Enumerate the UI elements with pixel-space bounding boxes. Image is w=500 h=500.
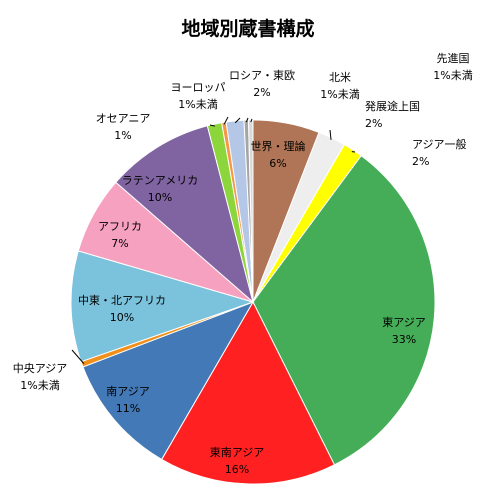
pie-slice-4 — [160, 300, 336, 485]
slice-value-label: 11% — [116, 402, 140, 415]
slice-label-11: ヨーロッパ 1%未満 — [171, 81, 226, 111]
slice-labels: 世界・理論 6% 発展途上国 2% アジア一般 2% 東アジア 33% 東南アジア 16% 南アジア… — [13, 52, 473, 476]
leader-line-12 — [234, 117, 241, 124]
slice-value-label: 7% — [111, 237, 128, 250]
slice-value-label: 1%未満 — [178, 98, 217, 111]
slice-category-label: 先進国 — [437, 52, 470, 65]
slice-label-13: 北米 1%未満 — [320, 71, 359, 101]
slice-label-6: 中央アジア 1%未満 — [13, 362, 68, 392]
leader-line-6 — [71, 349, 85, 364]
chart-title: 地域別蔵書構成 — [181, 17, 314, 40]
slice-value-label: 1%未満 — [433, 69, 472, 82]
slice-label-3: 東アジア 33% — [382, 316, 426, 346]
leader-line-14 — [250, 118, 253, 123]
slice-category-label: アフリカ — [98, 220, 142, 233]
slice-label-8: アフリカ 7% — [98, 220, 142, 250]
pie-slices — [70, 119, 436, 485]
leader-line-1 — [329, 129, 332, 140]
pie-slice-14 — [247, 119, 254, 303]
slice-value-label: 16% — [225, 463, 249, 476]
leader-line-10 — [209, 124, 215, 127]
slice-category-label: 世界・理論 — [251, 139, 306, 153]
slice-category-label: 中央アジア — [13, 362, 68, 375]
slice-category-label: ヨーロッパ — [171, 81, 226, 94]
slice-category-label: 南アジア — [106, 385, 150, 398]
slice-label-5: 南アジア 11% — [106, 385, 150, 415]
slice-category-label: ラテンアメリカ — [122, 174, 198, 187]
pie-slice-5 — [82, 301, 255, 461]
pie-slice-7 — [70, 250, 255, 363]
slice-label-2: アジア一般 2% — [412, 138, 467, 168]
slice-label-7: 中東・北アフリカ 10% — [78, 294, 166, 324]
slice-label-1: 発展途上国 2% — [365, 99, 420, 130]
slice-label-4: 東南アジア 16% — [210, 446, 265, 476]
slice-label-14: 先進国 1%未満 — [433, 52, 472, 82]
slice-label-12: ロシア・東欧 2% — [229, 69, 295, 99]
slice-category-label: 発展途上国 — [365, 99, 420, 113]
slice-value-label: 6% — [269, 157, 286, 170]
slice-value-label: 10% — [148, 191, 172, 204]
slice-category-label: 中東・北アフリカ — [78, 294, 166, 307]
leader-line-13 — [245, 117, 249, 123]
slice-value-label: 2% — [253, 86, 270, 99]
slice-category-label: アジア一般 — [412, 138, 467, 151]
slice-label-0: 世界・理論 6% — [251, 139, 306, 170]
slice-value-label: 1% — [114, 129, 131, 142]
leader-line-11 — [223, 116, 229, 125]
slice-category-label: オセアニア — [96, 112, 151, 125]
leader-lines — [71, 116, 356, 364]
slice-category-label: 東南アジア — [210, 446, 265, 459]
slice-value-label: 2% — [412, 155, 429, 168]
slice-category-label: 東アジア — [382, 316, 426, 329]
slice-label-9: ラテンアメリカ 10% — [122, 174, 198, 204]
slice-value-label: 2% — [365, 117, 382, 130]
slice-category-label: ロシア・東欧 — [229, 69, 295, 82]
pie-slice-3 — [252, 154, 436, 466]
slice-value-label: 33% — [392, 333, 416, 346]
slice-value-label: 1%未満 — [320, 88, 359, 101]
slice-value-label: 1%未満 — [20, 379, 59, 392]
slice-label-10: オセアニア 1% — [96, 112, 151, 142]
slice-category-label: 北米 — [329, 71, 351, 84]
slice-value-label: 10% — [110, 311, 134, 324]
